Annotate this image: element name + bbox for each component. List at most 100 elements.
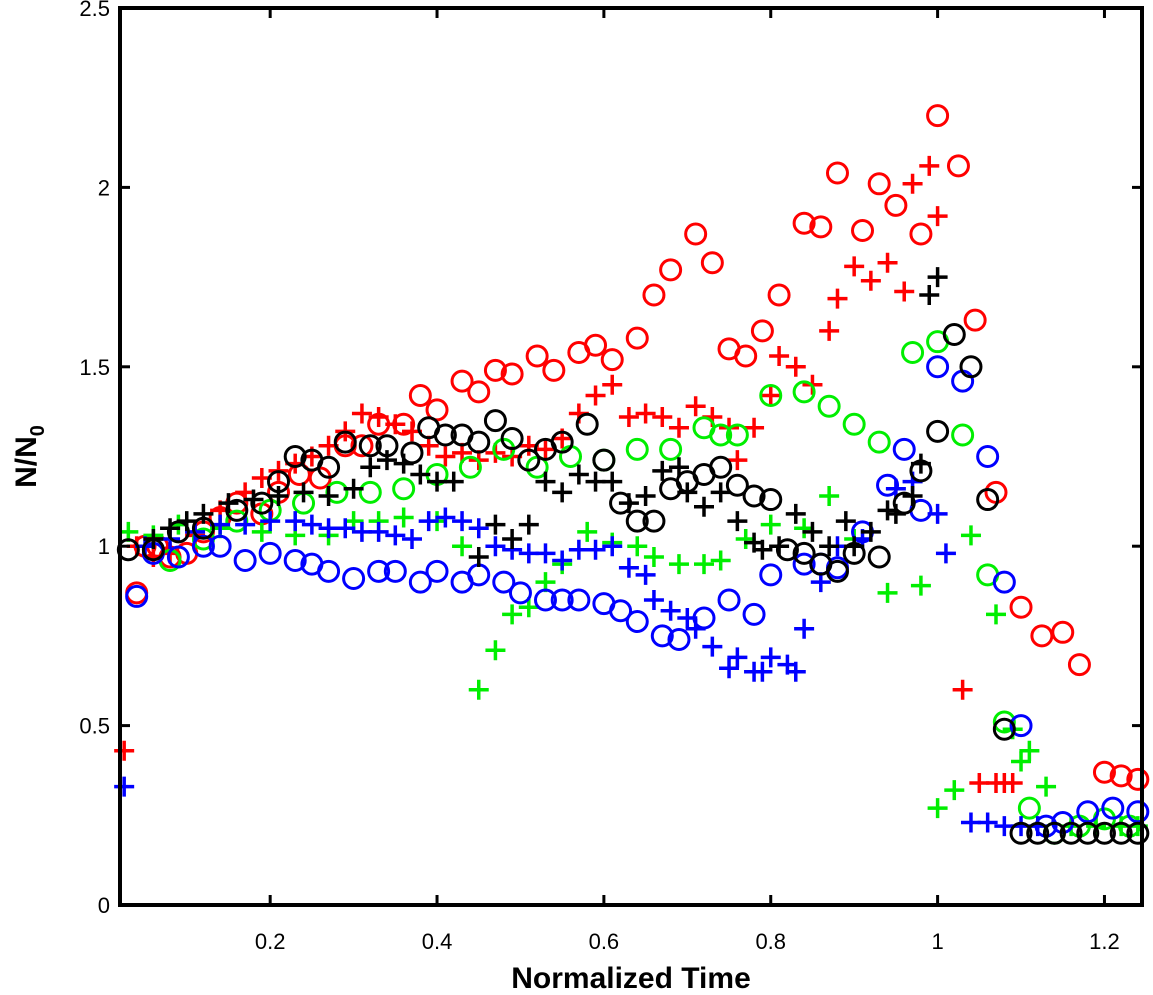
circle-marker [1059,821,1083,845]
plus-marker [602,471,623,492]
plus-marker [785,661,806,682]
circle-marker [792,552,816,576]
plus-marker [860,521,881,542]
circle-marker [1109,764,1133,788]
plus-marker [1011,751,1032,772]
circle-marker [392,477,416,501]
plus-marker [894,281,915,302]
plus-marker [902,173,923,194]
circle-marker [1126,821,1150,845]
plus-marker [652,460,673,481]
circle-marker [642,283,666,307]
plus-marker [143,529,164,550]
plus-marker [694,554,714,575]
plus-marker [568,539,589,560]
plus-marker [844,256,865,277]
plus-marker [835,511,856,532]
plus-marker [568,464,589,485]
circle-marker [600,348,624,372]
plus-marker [427,471,448,492]
plus-marker [668,554,689,575]
circle-marker [383,559,407,583]
plus-marker [114,776,135,797]
circle-marker [408,384,432,408]
circle-marker [892,437,916,461]
plus-marker [368,407,389,428]
plus-marker [485,536,506,557]
circle-marker [1026,821,1050,845]
x-tick-label: 0.4 [422,929,453,954]
circle-marker [942,323,966,347]
plus-marker [668,457,689,478]
circle-marker [767,283,791,307]
circle-marker [909,222,933,246]
plus-marker [960,812,981,833]
plus-marker [752,661,773,682]
circle-marker [508,581,532,605]
circle-marker [467,563,491,587]
circle-marker [717,588,741,612]
circle-marker [959,355,983,379]
plus-marker [535,439,556,460]
y-axis-label-main: N/N [10,436,43,488]
axis-ticks: 0.2 0.4 0.6 0.8 1 1.2 0 0.5 1 1.5 2 2.5 [79,0,1142,954]
plus-marker [694,496,714,517]
circle-marker [500,362,524,386]
plus-marker [602,536,623,557]
circle-marker [817,394,841,418]
plus-marker [318,518,339,539]
plus-marker [410,464,431,485]
circle-marker [1017,796,1041,820]
circle-marker [1009,714,1033,738]
circle-marker [667,627,691,651]
plus-marker [243,489,264,510]
circle-marker [567,588,591,612]
plus-marker [1002,773,1023,794]
plus-marker [677,607,698,628]
plus-marker [986,604,1006,625]
plus-marker [927,206,948,227]
plus-marker [927,503,948,524]
circle-marker [1109,821,1133,845]
circle-marker [792,211,816,235]
plus-marker [844,536,865,557]
circle-marker [901,340,925,364]
plus-marker [944,780,965,801]
circle-marker [550,588,574,612]
circle-marker [700,251,724,275]
plus-marker [643,546,664,567]
circle-marker [963,308,987,332]
circle-marker [342,566,366,590]
plus-marker [585,385,606,406]
circle-marker [166,545,190,569]
circle-marker [734,344,758,368]
plus-marker [585,539,606,560]
plus-marker [769,346,790,367]
circle-marker [709,455,733,479]
circle-marker [1009,821,1033,845]
circle-marker [433,423,457,447]
circle-marker [258,541,282,565]
circle-marker [525,344,549,368]
circle-marker [792,541,816,565]
plus-marker [935,543,956,564]
circle-marker [425,398,449,422]
circle-marker [367,559,391,583]
plus-marker [702,636,723,657]
plus-marker [351,521,372,542]
plus-marker [769,536,790,557]
plus-marker [910,575,931,596]
circle-marker [450,369,474,393]
plus-marker [618,493,639,514]
circle-marker [625,509,649,533]
plus-marker [176,511,197,532]
plus-marker [727,511,748,532]
circle-marker [492,570,516,594]
plus-marker [643,590,664,611]
circle-marker [759,563,783,587]
x-axis-label: Normalized Time [511,962,751,995]
circle-marker [625,437,649,461]
plus-marker [927,798,948,819]
y-tick-label: 1 [98,534,110,559]
plus-marker [468,679,489,700]
